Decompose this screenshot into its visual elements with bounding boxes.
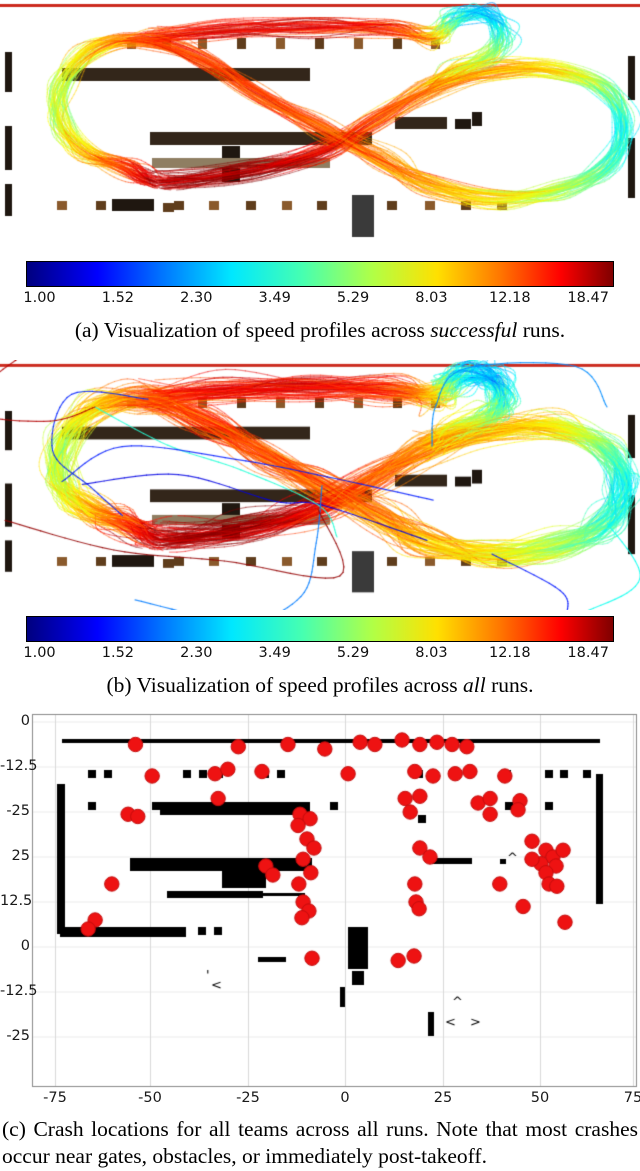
colorbar-gradient xyxy=(26,616,614,643)
caption-b: (b) Visualization of speed profiles acro… xyxy=(2,672,638,699)
crash-scatter-canvas xyxy=(0,709,640,1110)
colorbar-tick-label: 3.49 xyxy=(258,645,291,662)
x-tick-label: -25 xyxy=(236,1090,260,1107)
colorbar-tick-label: 1.52 xyxy=(101,290,135,306)
caption-b-suffix: runs. xyxy=(485,673,534,698)
caption-b-emphasis: all xyxy=(463,673,486,698)
colorbar-tick-label: 12.18 xyxy=(489,290,531,306)
colorbar-tick-label: 1.00 xyxy=(23,290,56,306)
caption-a-prefix: (a) Visualization of speed profiles acro… xyxy=(74,318,431,342)
colorbar-tick-label: 3.49 xyxy=(258,290,291,306)
colorbar-gradient xyxy=(26,261,614,287)
colorbar-tick-label: 8.03 xyxy=(415,290,448,306)
x-tick-label: 25 xyxy=(433,1090,453,1107)
y-tick-label: 25 xyxy=(11,848,30,865)
caption-a-emphasis: successful xyxy=(430,318,518,342)
x-tick-label: 0 xyxy=(340,1090,350,1107)
colorbar-tick-label: 1.52 xyxy=(101,645,135,662)
x-tick-label: -75 xyxy=(43,1090,67,1107)
colorbar-tick-label: 18.47 xyxy=(567,645,609,662)
y-tick-label: -25 xyxy=(6,803,30,820)
x-tick-label: 50 xyxy=(530,1090,550,1107)
y-tick-label: 0 xyxy=(20,938,30,955)
x-tick-label: 75 xyxy=(623,1090,640,1107)
caption-c: (c) Crash locations for all teams across… xyxy=(2,1117,638,1169)
colorbar-tick-labels: 1.00 1.52 2.30 3.49 5.29 8.03 12.18 18.47 xyxy=(23,645,614,663)
speed-map-successful-runs xyxy=(0,0,640,255)
colorbar-tick-label: 2.30 xyxy=(180,645,213,662)
y-tick-label: -25 xyxy=(6,1028,30,1045)
panel-speed-successful: 1.00 1.52 2.30 3.49 5.29 8.03 12.18 18.47 (a) V… xyxy=(0,0,640,344)
panel-speed-all: 1.00 1.52 2.30 3.49 5.29 8.03 12.18 18.47 (b) V… xyxy=(0,360,640,699)
caption-a-suffix: runs. xyxy=(517,318,566,342)
y-tick-label: -12.5 xyxy=(0,758,38,775)
colorbar-tick-label: 2.30 xyxy=(180,290,213,306)
y-tick-label: 0 xyxy=(20,713,30,730)
caption-b-prefix: (b) Visualization of speed profiles acro… xyxy=(106,673,464,698)
colorbar-tick-label: 5.29 xyxy=(336,645,370,662)
crash-plot: 0 -12.5 -25 25 12.5 0 -12.5 -25 -75 -50 -25 0 25 50 7… xyxy=(0,709,640,1110)
colorbar-tick-label: 18.47 xyxy=(567,290,609,306)
x-tick-label: -50 xyxy=(138,1090,162,1107)
colorbar-tick-label: 1.00 xyxy=(23,645,56,662)
y-tick-label: -12.5 xyxy=(0,983,38,1000)
colorbar-successful: 1.00 1.52 2.30 3.49 5.29 8.03 12.18 18.47 xyxy=(23,261,614,308)
colorbar-all: 1.00 1.52 2.30 3.49 5.29 8.03 12.18 18.47 xyxy=(23,616,614,663)
speed-map-all-runs xyxy=(0,360,640,611)
colorbar-tick-label: 5.29 xyxy=(336,290,370,306)
caption-a: (a) Visualization of speed profiles acro… xyxy=(2,317,638,344)
colorbar-tick-label: 8.03 xyxy=(415,645,448,662)
y-tick-label: 12.5 xyxy=(0,893,33,910)
panel-crash-locations: 0 -12.5 -25 25 12.5 0 -12.5 -25 -75 -50 -25 0 25 50 7… xyxy=(0,709,640,1170)
colorbar-tick-label: 12.18 xyxy=(489,645,531,662)
colorbar-tick-labels: 1.00 1.52 2.30 3.49 5.29 8.03 12.18 18.47 xyxy=(23,290,614,308)
